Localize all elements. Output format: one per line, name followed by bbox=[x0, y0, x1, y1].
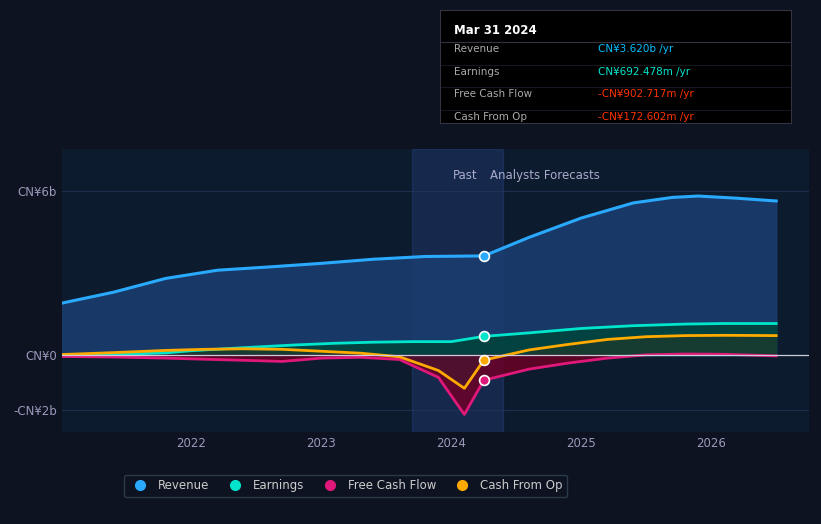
Point bbox=[477, 356, 490, 364]
Text: CN¥692.478m /yr: CN¥692.478m /yr bbox=[599, 67, 690, 77]
Text: Earnings: Earnings bbox=[454, 67, 500, 77]
Text: Mar 31 2024: Mar 31 2024 bbox=[454, 24, 537, 37]
Text: -CN¥902.717m /yr: -CN¥902.717m /yr bbox=[599, 89, 694, 100]
Legend: Revenue, Earnings, Free Cash Flow, Cash From Op: Revenue, Earnings, Free Cash Flow, Cash … bbox=[124, 475, 567, 497]
Point bbox=[477, 252, 490, 260]
Point bbox=[477, 376, 490, 385]
Text: Revenue: Revenue bbox=[454, 45, 499, 54]
Text: Analysts Forecasts: Analysts Forecasts bbox=[490, 169, 600, 182]
Text: Free Cash Flow: Free Cash Flow bbox=[454, 89, 532, 100]
Bar bbox=[412, 149, 503, 432]
Text: CN¥3.620b /yr: CN¥3.620b /yr bbox=[599, 45, 673, 54]
Point bbox=[477, 332, 490, 341]
Text: -CN¥172.602m /yr: -CN¥172.602m /yr bbox=[599, 112, 694, 122]
Text: Cash From Op: Cash From Op bbox=[454, 112, 527, 122]
Text: Past: Past bbox=[452, 169, 477, 182]
